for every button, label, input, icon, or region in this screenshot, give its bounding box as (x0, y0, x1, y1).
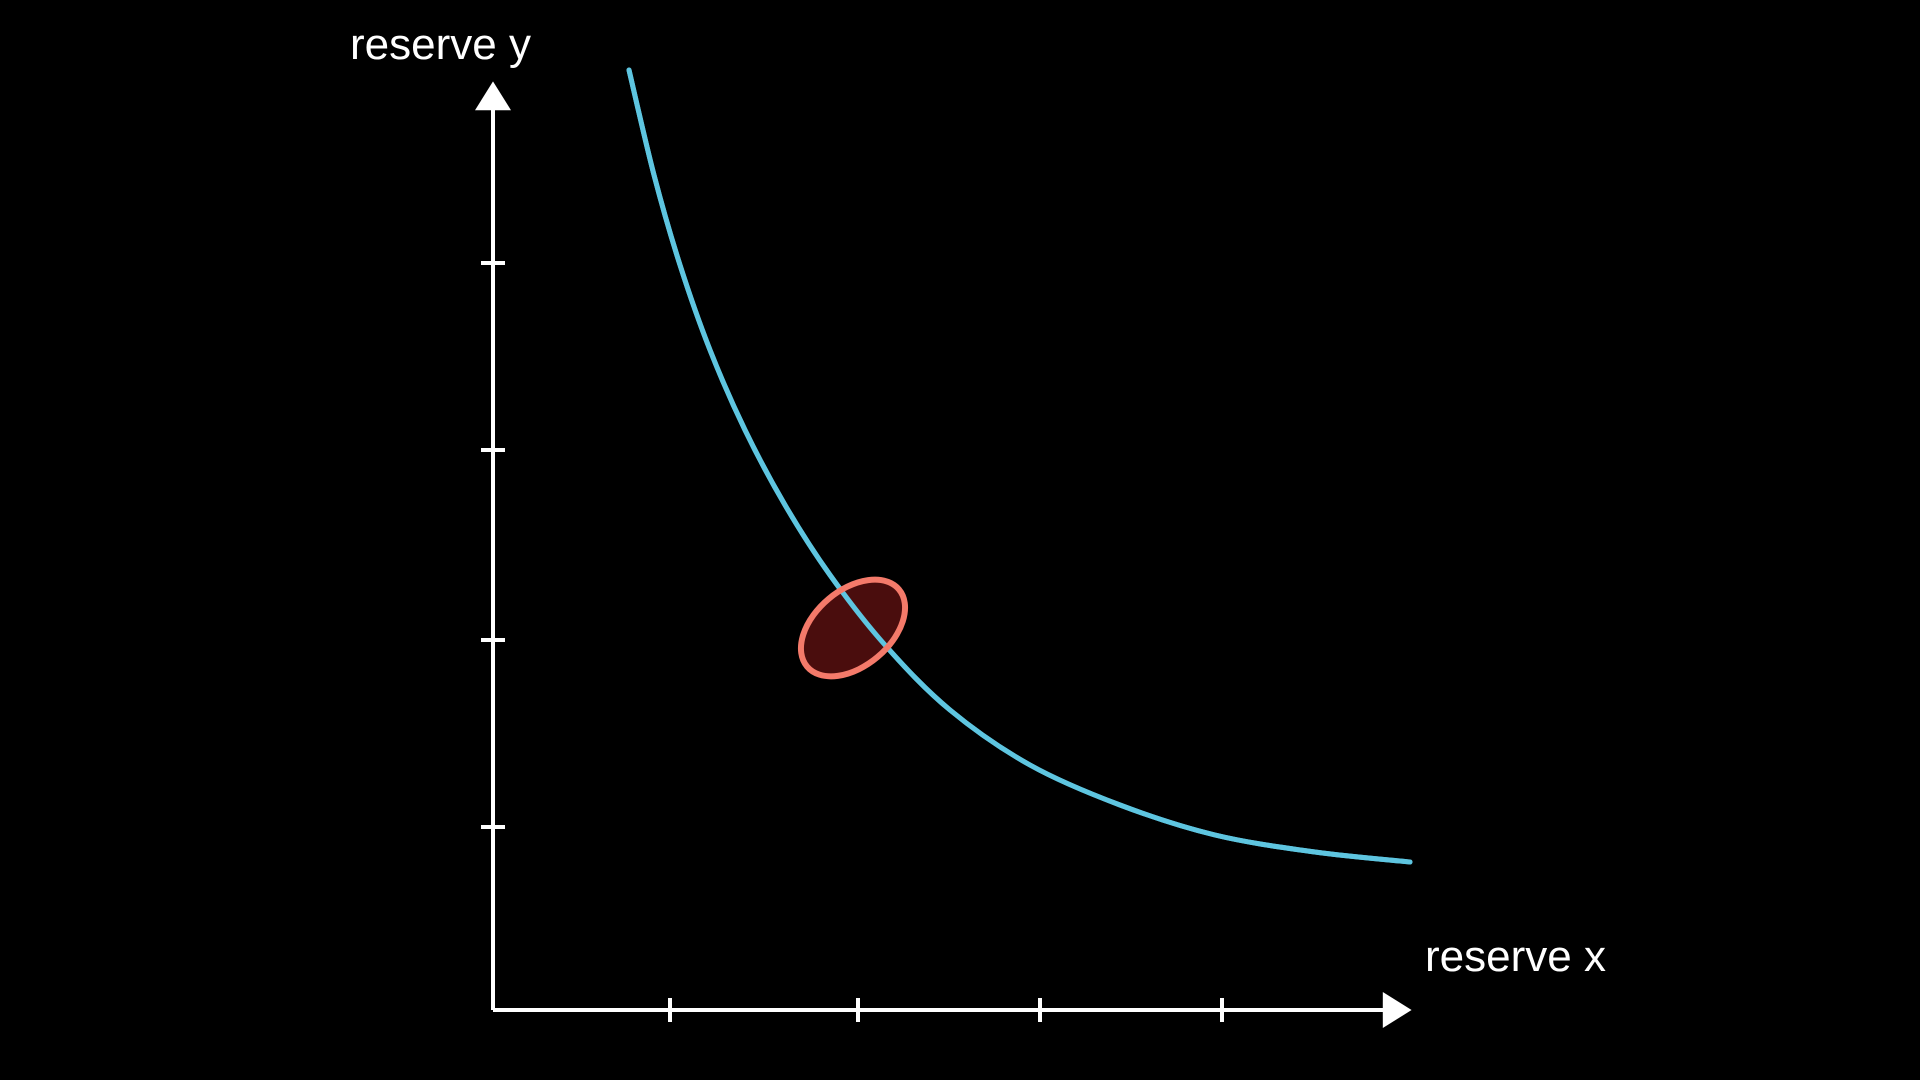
reserve-curve-chart (0, 0, 1920, 1080)
curve-under-ellipse (629, 70, 1410, 862)
curve-over-ellipse (629, 70, 1410, 862)
y-axis-label: reserve y (350, 20, 531, 70)
axes (475, 81, 1412, 1028)
x-axis-label: reserve x (1425, 932, 1606, 982)
chart-stage: reserve y reserve x (0, 0, 1920, 1080)
